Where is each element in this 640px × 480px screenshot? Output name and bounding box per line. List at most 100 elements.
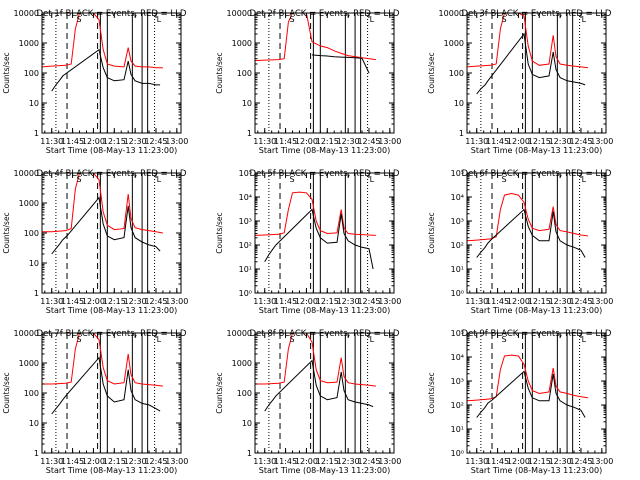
lld-series-line (255, 13, 376, 62)
segment-marker-l: L (157, 175, 162, 184)
y-tick-label: 10 (242, 419, 252, 428)
events-series-line (476, 208, 586, 258)
y-tick-label: 1000 (19, 39, 39, 48)
y-axis-label: Counts/sec (427, 52, 436, 93)
segment-marker-l: L (157, 15, 162, 24)
x-tick-label: 12:00 (507, 457, 530, 466)
x-tick-label: 13:00 (378, 137, 401, 146)
chart-title: Det 2f BLACK = Events, RED = LLD (250, 9, 400, 19)
x-tick-label: 12:30 (124, 297, 147, 306)
y-tick-label: 10² (451, 241, 464, 250)
chart-title: Det 3f BLACK = Events, RED = LLD (462, 9, 612, 19)
y-tick-label: 10 (454, 99, 464, 108)
chart-panel-4: 1 10 100 1000 10000 11:3011:4512:0012:1512:30… (2, 169, 188, 315)
x-axis-label: Start Time (08-May-13 11:23:00) (259, 306, 390, 315)
chart-panel-6: 10⁰10¹10²10³10⁴10⁵11:3011:4512:0012:1512… (427, 169, 613, 315)
x-tick-label: 13:00 (165, 457, 188, 466)
x-tick-label: 11:30 (253, 137, 276, 146)
x-tick-label: 12:30 (549, 457, 572, 466)
chart-title: Det 6f BLACK = Events, RED = LLD (462, 169, 612, 179)
segment-marker-s: S (77, 15, 82, 24)
y-tick-label: 1000 (19, 359, 39, 368)
events-series-line (51, 196, 161, 255)
x-tick-label: 11:45 (61, 457, 84, 466)
segment-marker-l: L (370, 175, 375, 184)
x-tick-label: 13:00 (378, 297, 401, 306)
segment-marker-s: S (502, 175, 507, 184)
x-tick-label: 12:45 (357, 137, 380, 146)
x-tick-label: 12:45 (569, 457, 592, 466)
x-tick-label: 12:15 (528, 137, 551, 146)
x-tick-label: 11:45 (274, 137, 297, 146)
y-tick-label: 10⁵ (239, 169, 252, 178)
y-tick-label: 10000 (14, 9, 39, 18)
y-tick-label: 10⁴ (451, 353, 464, 362)
x-tick-label: 11:30 (253, 457, 276, 466)
x-tick-label: 12:00 (82, 297, 105, 306)
segment-marker-s: S (77, 175, 82, 184)
y-tick-label: 100 (24, 389, 39, 398)
x-tick-label: 11:30 (465, 137, 488, 146)
x-tick-label: 11:45 (486, 457, 509, 466)
x-tick-label: 11:30 (40, 457, 63, 466)
y-tick-label: 1 (247, 129, 252, 138)
x-axis-label: Start Time (08-May-13 11:23:00) (259, 466, 390, 475)
y-tick-label: 10⁰ (451, 289, 464, 298)
chart-panel-7: 1 10 100 1000 10000 11:3011:4512:0012:1512:30… (2, 329, 188, 475)
segment-marker-l: L (370, 15, 375, 24)
segment-marker-l: L (157, 335, 162, 344)
x-tick-label: 12:00 (295, 137, 318, 146)
x-axis-label: Start Time (08-May-13 11:23:00) (46, 146, 177, 155)
x-tick-label: 12:45 (357, 297, 380, 306)
y-tick-label: 10⁰ (239, 289, 252, 298)
chart-title: Det 8f BLACK = Events, RED = LLD (250, 329, 400, 339)
y-axis-label: Counts/sec (427, 212, 436, 253)
y-axis-label: Counts/sec (2, 212, 11, 253)
y-axis-label: Counts/sec (2, 52, 11, 93)
y-tick-label: 1 (34, 449, 39, 458)
y-tick-label: 100 (24, 69, 39, 78)
y-axis-label: Counts/sec (215, 212, 224, 253)
plot-frame (466, 332, 607, 454)
x-tick-label: 13:00 (165, 137, 188, 146)
y-tick-label: 1 (459, 129, 464, 138)
x-tick-label: 12:30 (549, 137, 572, 146)
y-tick-label: 1000 (232, 39, 252, 48)
x-axis-label: Start Time (08-May-13 11:23:00) (259, 146, 390, 155)
chart-title: Det 4f BLACK = Events, RED = LLD (37, 169, 187, 179)
lld-series-line (467, 354, 588, 402)
x-tick-label: 11:45 (274, 297, 297, 306)
x-tick-label: 12:00 (507, 297, 530, 306)
x-tick-label: 11:30 (40, 137, 63, 146)
chart-panel-2: 1 10 100 1000 10000 11:3011:4512:0012:1512:30… (215, 9, 401, 155)
x-tick-label: 12:15 (103, 137, 126, 146)
events-series-line (51, 356, 161, 415)
x-tick-label: 13:00 (378, 457, 401, 466)
events-series-line (264, 359, 374, 412)
y-tick-label: 10³ (451, 377, 464, 386)
y-tick-label: 1000 (19, 199, 39, 208)
x-tick-label: 12:30 (549, 297, 572, 306)
x-tick-label: 12:45 (144, 137, 167, 146)
y-tick-label: 10² (451, 401, 464, 410)
y-tick-label: 10000 (227, 9, 252, 18)
events-series-line (264, 208, 374, 270)
x-tick-label: 12:15 (316, 137, 339, 146)
y-tick-label: 10 (242, 99, 252, 108)
events-series-line (51, 48, 161, 92)
chart-panel-3: 1 10 100 1000 10000 11:3011:4512:0012:1512:30… (427, 9, 613, 155)
segment-marker-l: L (582, 175, 587, 184)
x-tick-label: 12:45 (569, 297, 592, 306)
chart-title: Det 5f BLACK = Events, RED = LLD (250, 169, 400, 179)
x-tick-label: 12:45 (144, 297, 167, 306)
x-tick-label: 11:45 (486, 137, 509, 146)
y-tick-label: 10⁴ (451, 193, 464, 202)
x-tick-label: 12:45 (144, 457, 167, 466)
x-tick-label: 13:00 (590, 297, 613, 306)
y-tick-label: 10 (29, 99, 39, 108)
y-axis-label: Counts/sec (427, 372, 436, 413)
chart-title: Det 1f BLACK = Events, RED = LLD (37, 9, 187, 19)
x-tick-label: 12:30 (337, 297, 360, 306)
events-series-line (311, 54, 370, 74)
y-tick-label: 1000 (444, 39, 464, 48)
